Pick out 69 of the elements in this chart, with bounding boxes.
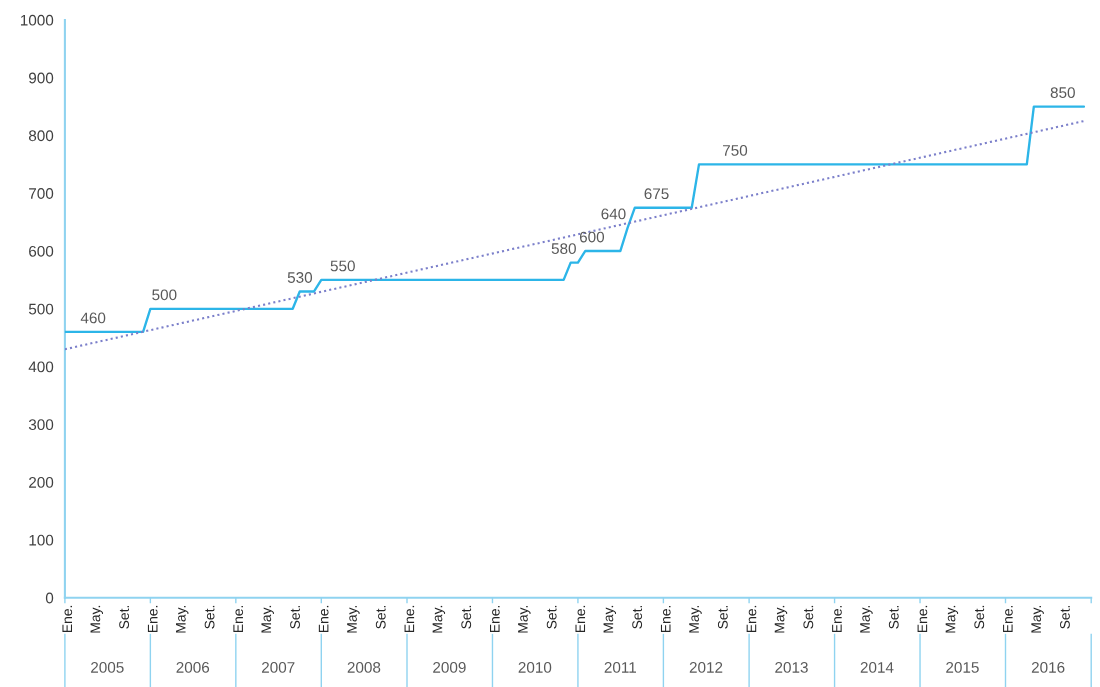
x-tick-label: Set. xyxy=(888,605,899,629)
x-tick-label: Ene. xyxy=(746,605,757,633)
x2-tick-label: 2009 xyxy=(433,661,466,673)
x-tick-label: Set. xyxy=(546,605,557,629)
data-label: 550 xyxy=(330,260,355,272)
x2-tick-label: 2016 xyxy=(1031,661,1065,673)
x2-tick-label: 2015 xyxy=(946,661,979,673)
x-tick-label: Ene. xyxy=(917,605,928,633)
y-tick-label: 1000 xyxy=(20,14,54,26)
x-tick-label: Ene. xyxy=(660,605,671,633)
x-tick-label: Ene. xyxy=(233,605,244,633)
x-tick-label: Ene. xyxy=(490,605,500,633)
data-label: 500 xyxy=(152,289,177,301)
x-tick-label: Set. xyxy=(461,605,472,629)
x2-tick-label: 2014 xyxy=(860,661,894,673)
x-tick-label: May. xyxy=(432,605,446,633)
x-tick-label: May. xyxy=(689,605,702,633)
data-label: 460 xyxy=(80,312,106,324)
x-tick-label: Set. xyxy=(1060,605,1070,629)
x2-tick-label: 2012 xyxy=(689,661,723,673)
x2-tick-label: 2008 xyxy=(347,661,381,673)
x-tick-label: Set. xyxy=(717,605,728,629)
data-label: 675 xyxy=(644,188,669,200)
y-tick-label: 600 xyxy=(29,245,54,257)
y-tick-label: 900 xyxy=(29,72,54,84)
y-tick-label: 400 xyxy=(28,361,54,373)
x-tick-label: Set. xyxy=(632,605,643,629)
x-tick-label: Set. xyxy=(974,605,985,629)
x-tick-label: Set. xyxy=(803,605,814,629)
x-tick-label: Set. xyxy=(119,605,130,629)
y-tick-label: 700 xyxy=(29,188,54,199)
x-tick-label: Ene. xyxy=(318,605,329,633)
x-tick-label: Ene. xyxy=(62,605,73,633)
x-tick-label: May. xyxy=(1031,605,1044,633)
x-tick-label: Set. xyxy=(290,605,300,629)
x-tick-label: Set. xyxy=(204,605,215,629)
x-tick-label: Ene. xyxy=(575,605,586,633)
x-tick-label: May. xyxy=(945,605,959,633)
data-label: 850 xyxy=(1050,87,1075,99)
x-tick-label: May. xyxy=(774,605,788,633)
y-tick-label: 800 xyxy=(28,130,54,142)
x-tick-label: May. xyxy=(347,605,360,633)
x2-tick-label: 2006 xyxy=(176,661,210,673)
data-label: 600 xyxy=(579,231,605,243)
data-label: 750 xyxy=(723,144,748,156)
y-tick-label: 0 xyxy=(45,592,54,604)
x2-tick-label: 2010 xyxy=(518,661,552,673)
x2-tick-label: 2011 xyxy=(604,661,636,673)
y-tick-label: 300 xyxy=(28,419,54,431)
x2-tick-label: 2007 xyxy=(261,661,295,673)
x-tick-label: May. xyxy=(603,605,617,633)
y-tick-label: 500 xyxy=(28,303,54,315)
x-tick-label: May. xyxy=(176,605,189,633)
x-tick-label: Ene. xyxy=(404,605,415,633)
data-label: 580 xyxy=(551,243,576,255)
x-tick-label: May. xyxy=(90,605,103,633)
x-tick-label: Ene. xyxy=(832,605,842,633)
data-label: 530 xyxy=(287,272,313,283)
y-tick-label: 100 xyxy=(29,534,54,546)
x2-tick-label: 2013 xyxy=(775,661,808,673)
data-label: 640 xyxy=(601,208,626,220)
x-tick-label: Ene. xyxy=(147,605,158,633)
x-tick-label: May. xyxy=(261,605,274,633)
x2-tick-label: 2005 xyxy=(91,661,124,673)
y-tick-label: 200 xyxy=(29,477,54,488)
x-tick-label: Ene. xyxy=(1003,605,1013,633)
x-tick-label: May. xyxy=(518,605,531,633)
x-tick-label: May. xyxy=(860,605,873,633)
x-tick-label: Set. xyxy=(375,605,386,629)
